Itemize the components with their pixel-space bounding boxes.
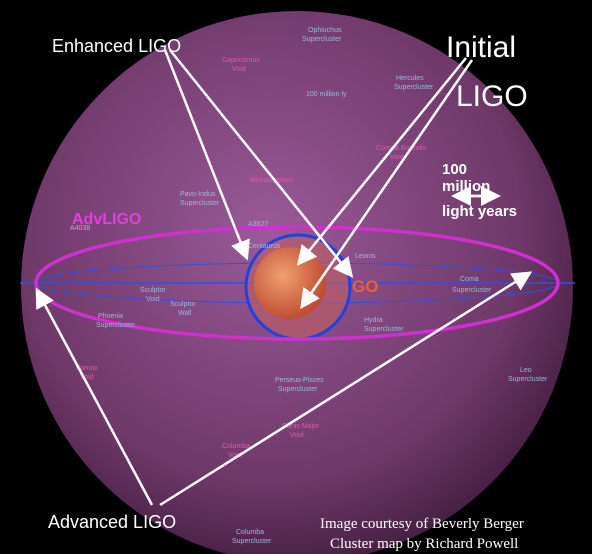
map-label: Hydra	[364, 317, 383, 324]
map-label: Phoenix	[98, 313, 124, 320]
label: GO	[352, 277, 378, 296]
label: AdvLIGO	[72, 211, 141, 228]
map-label: Leo	[520, 367, 532, 374]
map-label: Coma	[460, 276, 479, 283]
map-label: Void	[232, 66, 246, 73]
map-label: Supercluster	[364, 326, 404, 333]
map-label: Void	[80, 374, 94, 381]
map-label: Canis Major	[282, 423, 320, 430]
arrow	[163, 49, 250, 261]
map-label: Hercules	[396, 75, 424, 82]
label: light years	[442, 203, 517, 220]
map-label: A3627	[248, 221, 268, 228]
map-label: A4038	[70, 225, 90, 232]
map-label: Wall	[178, 310, 192, 317]
map-label: Void	[146, 296, 160, 303]
map-label: Ophiuchus	[308, 27, 342, 34]
map-label: Sculptor	[140, 287, 166, 294]
map-label: Void	[390, 154, 404, 161]
map-label: Void	[228, 452, 242, 459]
map-label: Void	[290, 432, 304, 439]
label: million	[442, 178, 490, 195]
map-labels: Ophiuchus Supercluster Hercules Superclu…	[70, 27, 548, 545]
map-label: Perseus-Pisces	[275, 377, 324, 384]
arrow	[159, 271, 533, 507]
map-label: Centaurus	[248, 243, 281, 250]
advanced-ligo-range	[34, 225, 560, 341]
map-label: Sculptor	[170, 301, 196, 308]
map-label: Supercluster	[452, 287, 492, 294]
map-label: Microscopium	[250, 177, 293, 184]
map-label: Supercluster	[278, 386, 318, 393]
credit: Cluster map by Richard Powell	[330, 536, 518, 552]
map-label: Columba	[222, 443, 250, 450]
label: 100	[442, 161, 467, 178]
label: Advanced LIGO	[48, 512, 176, 532]
map-label: Pavo-Indus	[180, 191, 216, 198]
arrow	[35, 287, 154, 506]
map-label: Columba	[236, 529, 264, 536]
label: Initial	[446, 31, 516, 64]
map-label: Supercluster	[180, 200, 220, 207]
map-label: Supercluster	[302, 36, 342, 43]
map-label: Fornax	[76, 365, 98, 372]
map-label: Supercluster	[394, 84, 434, 91]
map-label: Supercluster	[232, 538, 272, 545]
map-label: 100 million ly	[306, 91, 347, 98]
map-label: Supercluster	[96, 322, 136, 329]
arrow	[296, 57, 467, 266]
arrow	[300, 59, 474, 310]
map-label: Leonis	[355, 253, 376, 260]
arrows	[35, 49, 533, 507]
map-label: Capricornus	[222, 57, 260, 64]
credit: Image courtesy of Beverly Berger	[320, 516, 524, 532]
map-label: Corona Borealis	[376, 145, 427, 152]
label: LIGO	[456, 80, 528, 113]
initial-ligo-range	[254, 247, 326, 319]
map-label: Supercluster	[508, 376, 548, 383]
label: Enhanced LIGO	[52, 36, 181, 56]
